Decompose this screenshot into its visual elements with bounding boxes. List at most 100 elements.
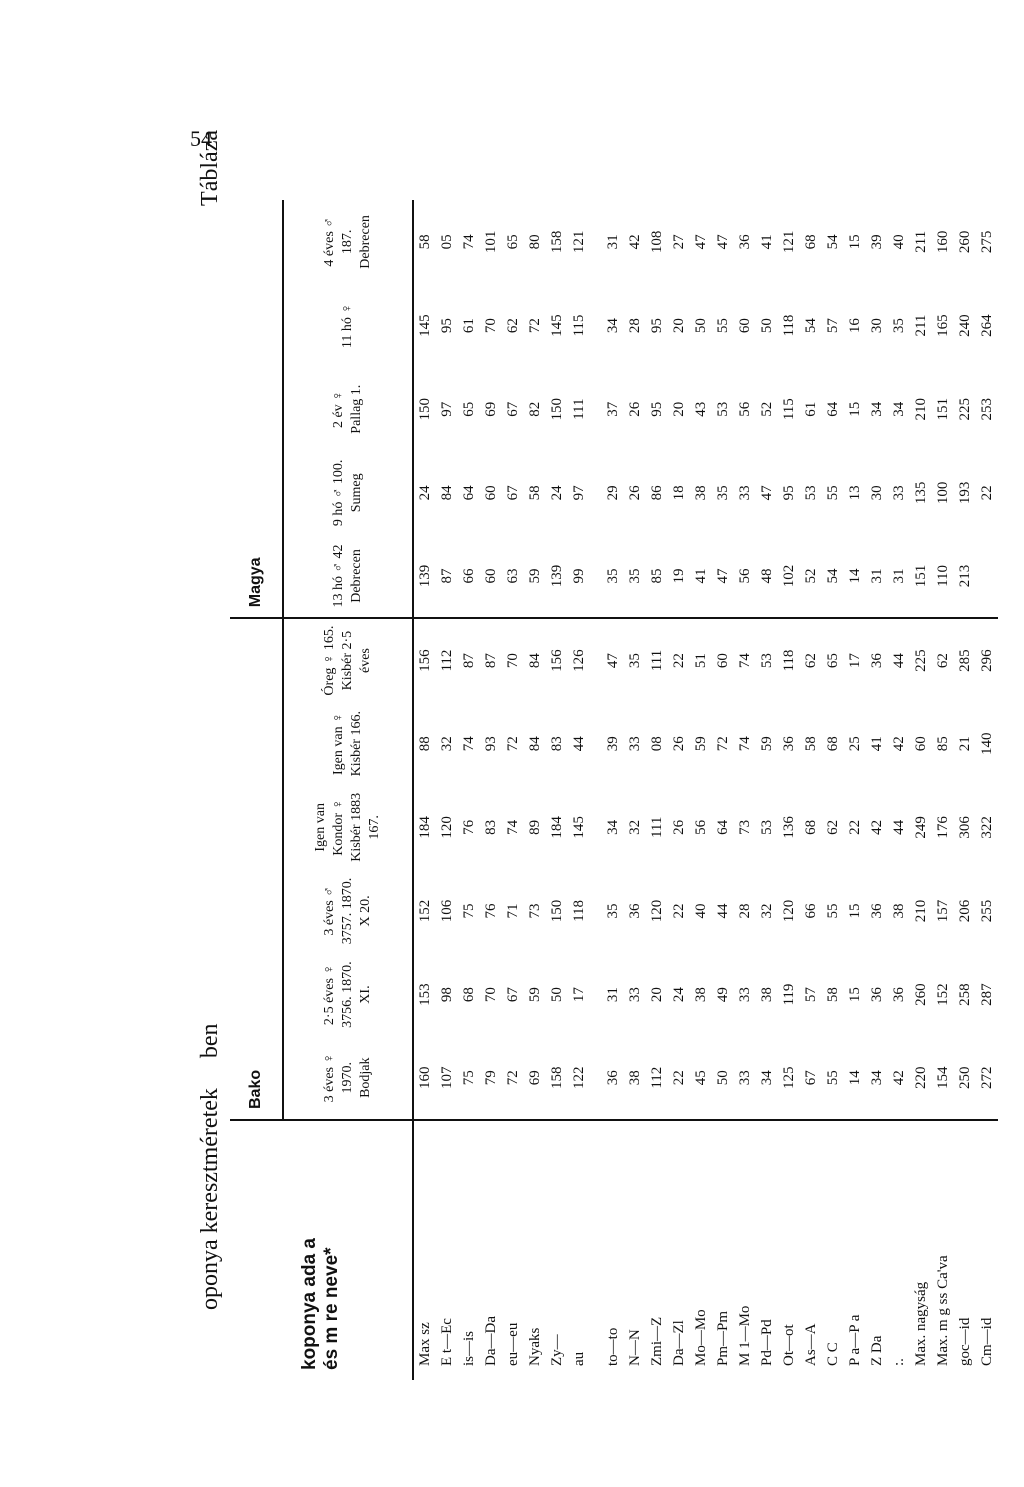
value-cell: 48 <box>756 534 778 619</box>
value-cell: 253 <box>979 397 995 421</box>
value-cell <box>590 786 602 870</box>
value-cell: 79 <box>480 1036 502 1120</box>
value-cell: 35 <box>715 485 731 501</box>
value-cell: 26 <box>627 485 643 501</box>
value-cell: 102 <box>778 534 800 619</box>
table-row: N—N 38 33 36 32 33 35 35 26 26 28 42 <box>624 200 646 1380</box>
value-cell <box>590 284 602 368</box>
row-label: Da—Da <box>480 1120 502 1380</box>
row-label: Da—Zl <box>668 1120 690 1380</box>
value-cell: 20 <box>671 318 687 334</box>
value-cell: 139 <box>546 534 568 619</box>
table-row: is—is 75 68 75 76 74 87 66 64 65 61 74 <box>458 200 480 1380</box>
table-row: M 1—Mo 33 33 28 73 74 74 56 33 56 60 36 <box>734 200 756 1380</box>
value-cell: 25 <box>847 736 863 752</box>
value-cell: 72 <box>505 736 521 752</box>
value-cell: 73 <box>737 819 753 835</box>
value-cell: 135 <box>913 481 929 505</box>
value-cell: 111 <box>649 649 665 672</box>
table-row: C C 55 58 55 62 68 65 54 55 64 57 54 <box>822 200 844 1380</box>
value-cell: 95 <box>649 401 665 417</box>
value-cell: 40 <box>693 903 709 919</box>
value-cell: 118 <box>781 649 797 672</box>
row-label: is—is <box>458 1120 480 1380</box>
value-cell: 87 <box>436 534 458 619</box>
value-cell: 107 <box>436 1036 458 1120</box>
row-label: Mo—Mo <box>690 1120 712 1380</box>
value-cell: 43 <box>693 401 709 417</box>
row-label: Pm—Pm <box>712 1120 734 1380</box>
value-cell: 64 <box>825 401 841 417</box>
value-cell: 119 <box>781 983 797 1006</box>
value-cell: 58 <box>825 987 841 1003</box>
value-cell: 59 <box>524 534 546 619</box>
value-cell: 22 <box>668 1036 690 1120</box>
value-cell: 38 <box>693 987 709 1003</box>
value-cell: 40 <box>891 234 907 250</box>
value-cell: 36 <box>781 736 797 752</box>
value-cell: 26 <box>627 401 643 417</box>
value-cell: 69 <box>483 401 499 417</box>
value-cell: 145 <box>417 314 433 337</box>
value-cell: 249 <box>913 816 929 839</box>
row-label: Max sz <box>413 1120 436 1380</box>
row-label: goc—id <box>954 1120 976 1380</box>
value-cell: 69 <box>524 1036 546 1120</box>
row-label: Max. m g ss Ca'va <box>932 1120 954 1380</box>
value-cell: 62 <box>505 318 521 334</box>
value-cell: 100 <box>935 481 951 505</box>
value-cell: 53 <box>759 653 775 669</box>
value-cell: 53 <box>759 819 775 835</box>
value-cell: 53 <box>803 485 819 501</box>
value-cell: 22 <box>979 485 995 501</box>
value-cell: 145 <box>571 816 587 839</box>
value-cell: 44 <box>715 903 731 919</box>
value-cell: 44 <box>571 736 587 752</box>
value-cell <box>590 1036 602 1120</box>
value-cell: 62 <box>825 819 841 835</box>
value-cell: 56 <box>693 819 709 835</box>
value-cell: 31 <box>888 534 910 619</box>
value-cell: 35 <box>627 653 643 669</box>
value-cell: 121 <box>781 230 797 254</box>
value-cell: 59 <box>527 987 543 1003</box>
value-cell: 67 <box>800 1036 822 1120</box>
row-label: Zy— <box>546 1120 568 1380</box>
value-cell: 72 <box>715 736 731 752</box>
value-cell: 31 <box>605 234 621 250</box>
value-cell: 67 <box>505 485 521 501</box>
value-cell <box>976 534 998 619</box>
value-cell: 52 <box>800 534 822 619</box>
value-cell: 83 <box>483 819 499 835</box>
value-cell: 72 <box>502 1036 524 1120</box>
value-cell: 255 <box>979 899 995 923</box>
row-label: Max. nagyság <box>910 1120 932 1380</box>
column-header: 3 éves ♀ 1970. Bodjak <box>283 1036 413 1120</box>
value-cell <box>590 702 602 786</box>
value-cell: 98 <box>439 987 455 1003</box>
row-label: As—A <box>800 1120 822 1380</box>
value-cell: 157 <box>935 899 951 923</box>
value-cell: 225 <box>957 397 973 421</box>
value-cell: 76 <box>483 903 499 919</box>
value-cell: 36 <box>891 987 907 1003</box>
value-cell: 306 <box>957 816 973 839</box>
value-cell: 33 <box>627 736 643 752</box>
table-body: Max sz 160 153 152 184 88 156 139 24 150 145 58 E t—… <box>413 200 998 1380</box>
value-cell: 66 <box>458 534 480 619</box>
table-row: Pd—Pd 34 38 32 53 59 53 48 47 52 50 41 <box>756 200 778 1380</box>
value-cell: 22 <box>671 903 687 919</box>
value-cell: 84 <box>527 736 543 752</box>
value-cell: 184 <box>417 816 433 839</box>
group-header: Bako <box>230 618 283 1120</box>
table-row: Ot—ot 125 119 120 136 36 118 102 95 115 118 121 <box>778 200 800 1380</box>
value-cell: 71 <box>505 903 521 919</box>
value-cell <box>590 451 602 535</box>
value-cell: 35 <box>602 534 624 619</box>
group-header-row: koponya ada a és m re neve* Bako Magya <box>230 200 413 1380</box>
value-cell: 111 <box>649 816 665 839</box>
row-header-cell: koponya ada a és m re neve* <box>230 1120 413 1380</box>
value-cell: 122 <box>568 1036 590 1120</box>
table-row: to—to 36 31 35 34 39 47 35 29 37 34 31 <box>602 200 624 1380</box>
value-cell: 53 <box>715 401 731 417</box>
